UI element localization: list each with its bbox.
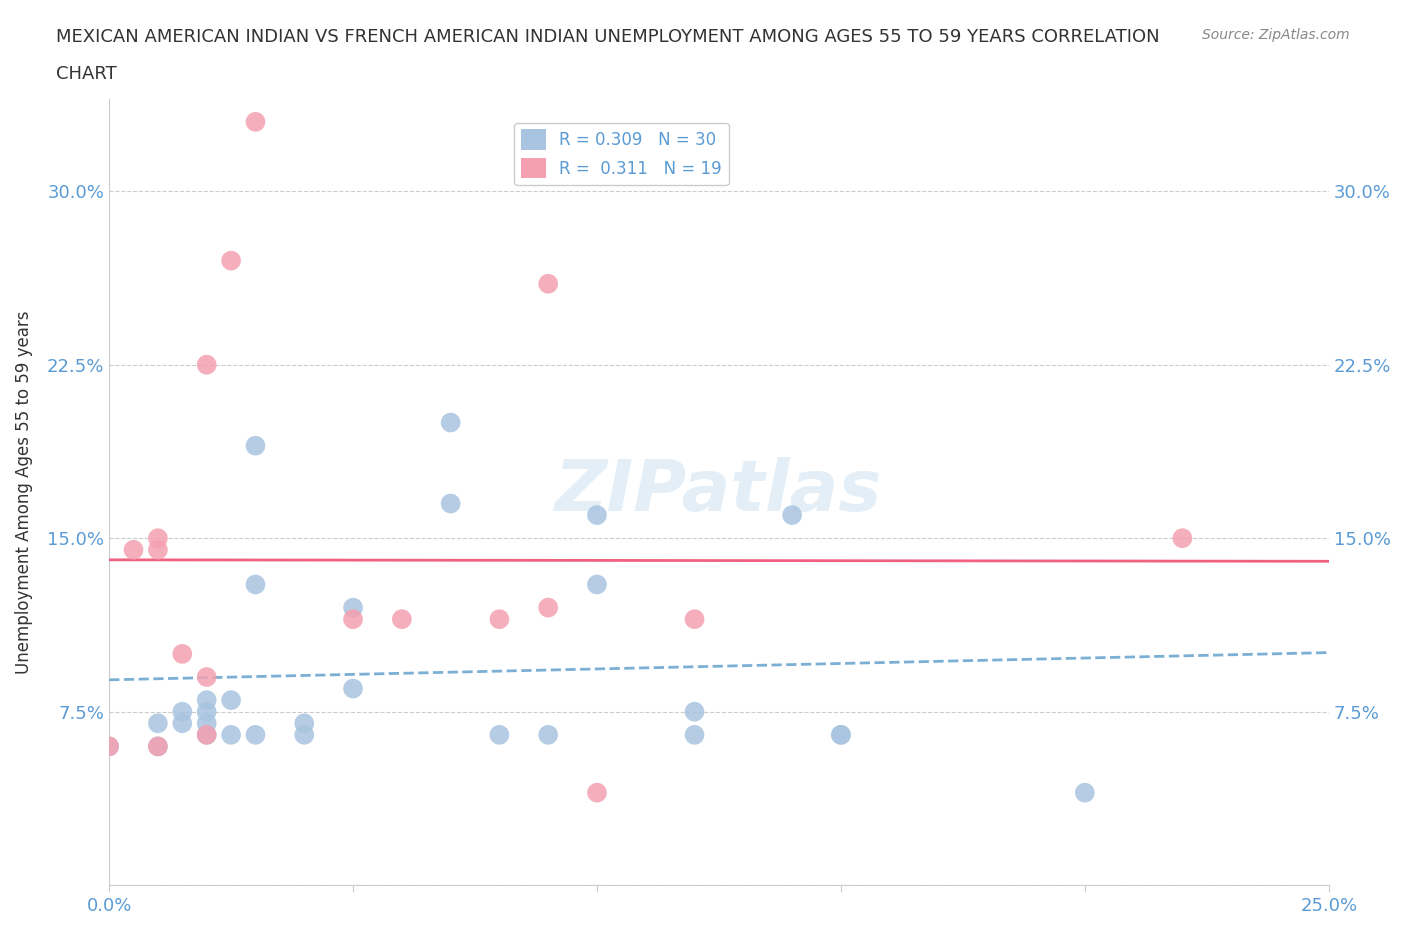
Point <box>683 612 706 627</box>
Point <box>172 716 194 731</box>
Point <box>391 612 413 627</box>
Point <box>586 785 609 800</box>
Point <box>586 508 609 523</box>
Point <box>172 646 194 661</box>
Point <box>172 704 194 719</box>
Point <box>195 357 218 372</box>
Y-axis label: Unemployment Among Ages 55 to 59 years: Unemployment Among Ages 55 to 59 years <box>15 311 32 673</box>
Point <box>537 276 560 291</box>
Point <box>195 716 218 731</box>
Point <box>440 496 463 511</box>
Point <box>292 716 315 731</box>
Point <box>245 727 267 742</box>
Point <box>537 600 560 615</box>
Point <box>683 704 706 719</box>
Point <box>292 727 315 742</box>
Point <box>683 727 706 742</box>
Text: ZIPatlas: ZIPatlas <box>555 458 883 526</box>
Point <box>219 693 242 708</box>
Point <box>195 704 218 719</box>
Point <box>830 727 852 742</box>
Point <box>1171 531 1194 546</box>
Text: MEXICAN AMERICAN INDIAN VS FRENCH AMERICAN INDIAN UNEMPLOYMENT AMONG AGES 55 TO : MEXICAN AMERICAN INDIAN VS FRENCH AMERIC… <box>56 28 1160 46</box>
Point <box>122 542 145 557</box>
Point <box>245 114 267 129</box>
Point <box>342 600 364 615</box>
Point <box>245 438 267 453</box>
Point <box>146 542 169 557</box>
Point <box>195 670 218 684</box>
Point <box>586 577 609 591</box>
Point <box>537 727 560 742</box>
Text: Source: ZipAtlas.com: Source: ZipAtlas.com <box>1202 28 1350 42</box>
Point <box>146 739 169 754</box>
Point <box>219 727 242 742</box>
Point <box>440 415 463 430</box>
Point <box>488 612 510 627</box>
Point <box>98 739 121 754</box>
Point <box>342 681 364 696</box>
Point <box>830 727 852 742</box>
Legend: R = 0.309   N = 30, R =  0.311   N = 19: R = 0.309 N = 30, R = 0.311 N = 19 <box>515 123 728 185</box>
Point <box>342 612 364 627</box>
Point <box>146 739 169 754</box>
Point <box>195 727 218 742</box>
Point <box>1074 785 1097 800</box>
Point <box>195 693 218 708</box>
Text: CHART: CHART <box>56 65 117 83</box>
Point <box>146 716 169 731</box>
Point <box>195 727 218 742</box>
Point <box>146 531 169 546</box>
Point <box>488 727 510 742</box>
Point <box>780 508 803 523</box>
Point <box>245 577 267 591</box>
Point <box>219 253 242 268</box>
Point <box>98 739 121 754</box>
